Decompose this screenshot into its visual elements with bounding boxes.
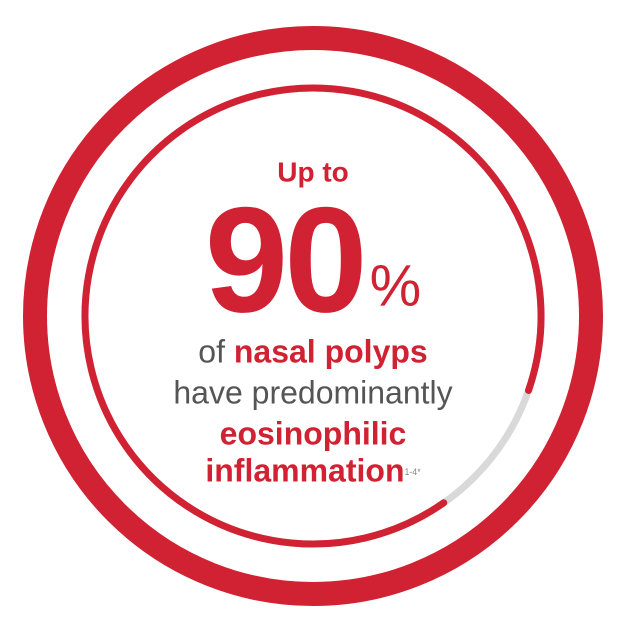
- stat-percent: %: [370, 254, 422, 321]
- stat-text-block: Up to 90% of nasal polyps have predomina…: [133, 156, 493, 488]
- stat-footnote-sup: 1-4*: [404, 467, 420, 477]
- stat-eosinophilic: eosinophilic: [133, 415, 493, 452]
- stat-of-row: of nasal polyps: [133, 334, 493, 371]
- stat-value-row: 90%: [133, 193, 493, 328]
- stat-inflammation-row: inflammation1-4*: [133, 452, 493, 489]
- stat-of: of: [198, 334, 234, 370]
- stat-number: 90: [205, 193, 364, 328]
- stat-inflammation: inflammation: [205, 452, 404, 488]
- stat-have-line: have predominantly: [133, 374, 493, 411]
- stat-term-nasal-polyps: nasal polyps: [234, 334, 428, 370]
- radial-stat-infographic: Up to 90% of nasal polyps have predomina…: [0, 0, 626, 632]
